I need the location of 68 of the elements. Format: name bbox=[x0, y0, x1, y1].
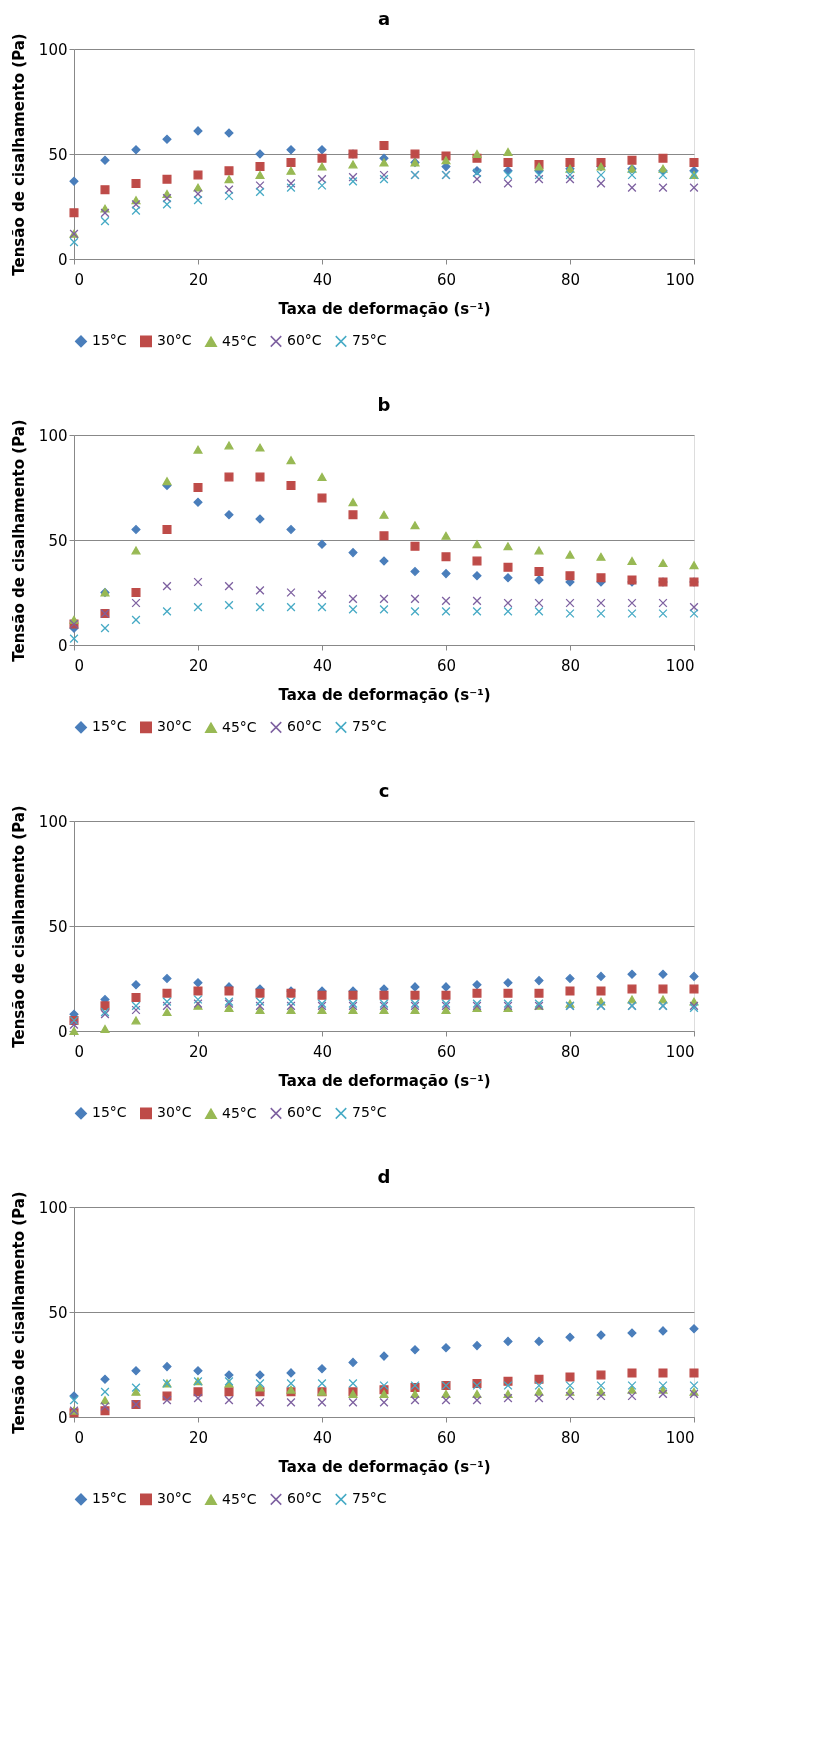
x-tick-label: 40 bbox=[312, 1042, 333, 1061]
y-tick-label: 50 bbox=[48, 531, 68, 550]
y-tick-label: 0 bbox=[57, 1408, 68, 1427]
x-tick-label: 40 bbox=[312, 656, 333, 675]
y-tick-label: 100 bbox=[38, 1198, 68, 1217]
x-tick-label: 60 bbox=[436, 1042, 457, 1061]
y-axis-title: Tensão de cisalhamento (Pa) bbox=[9, 1191, 28, 1434]
x-tick-label: 60 bbox=[436, 656, 457, 675]
legend-label: 75°C bbox=[352, 332, 387, 349]
legend-label: 30°C bbox=[157, 1104, 192, 1121]
legend-label: 75°C bbox=[352, 718, 387, 735]
legend-label: 45°C bbox=[222, 1490, 257, 1507]
legend-label: 15°C bbox=[92, 1104, 127, 1121]
y-tick-label: 50 bbox=[48, 917, 68, 936]
x-tick-label: 0 bbox=[74, 656, 85, 675]
x-tick-label: 80 bbox=[560, 656, 581, 675]
x-tick-label: 40 bbox=[312, 1428, 333, 1447]
x-tick-label: 100 bbox=[665, 1428, 695, 1447]
x-tick-label: 0 bbox=[74, 1428, 85, 1447]
legend-label: 75°C bbox=[352, 1104, 387, 1121]
x-tick-label: 40 bbox=[312, 270, 333, 289]
x-tick-label: 20 bbox=[188, 1428, 209, 1447]
legend-label: 45°C bbox=[222, 718, 257, 735]
legend-label: 60°C bbox=[287, 1104, 322, 1121]
x-tick-label: 20 bbox=[188, 1042, 209, 1061]
legend-label: 15°C bbox=[92, 1490, 127, 1507]
legend-label: 15°C bbox=[92, 332, 127, 349]
x-axis-title: Taxa de deformação (s⁻¹) bbox=[278, 299, 491, 318]
legend-label: 30°C bbox=[157, 718, 192, 735]
y-tick-label: 0 bbox=[57, 636, 68, 655]
x-axis-title: Taxa de deformação (s⁻¹) bbox=[278, 685, 491, 704]
x-axis-title: Taxa de deformação (s⁻¹) bbox=[278, 1071, 491, 1090]
x-axis-title: Taxa de deformação (s⁻¹) bbox=[278, 1457, 491, 1476]
chart-title: a bbox=[377, 7, 391, 29]
x-tick-label: 60 bbox=[436, 1428, 457, 1447]
x-tick-label: 100 bbox=[665, 270, 695, 289]
legend-label: 60°C bbox=[287, 718, 322, 735]
x-tick-label: 0 bbox=[74, 1042, 85, 1061]
y-axis-title: Tensão de cisalhamento (Pa) bbox=[9, 805, 28, 1048]
legend-label: 60°C bbox=[287, 1490, 322, 1507]
y-tick-label: 100 bbox=[38, 40, 68, 59]
y-tick-label: 0 bbox=[57, 1022, 68, 1041]
chart-title: c bbox=[378, 779, 390, 801]
legend-label: 30°C bbox=[157, 332, 192, 349]
y-axis-title: Tensão de cisalhamento (Pa) bbox=[9, 33, 28, 276]
x-tick-label: 80 bbox=[560, 270, 581, 289]
y-tick-label: 100 bbox=[38, 426, 68, 445]
x-tick-label: 80 bbox=[560, 1428, 581, 1447]
legend-label: 60°C bbox=[287, 332, 322, 349]
x-tick-label: 20 bbox=[188, 656, 209, 675]
y-tick-label: 50 bbox=[48, 145, 68, 164]
chart-title: b bbox=[377, 393, 391, 415]
legend-label: 45°C bbox=[222, 1104, 257, 1121]
chart-title: d bbox=[377, 1165, 391, 1187]
x-tick-label: 100 bbox=[665, 1042, 695, 1061]
y-tick-label: 50 bbox=[48, 1303, 68, 1322]
legend-label: 30°C bbox=[157, 1490, 192, 1507]
x-tick-label: 20 bbox=[188, 270, 209, 289]
y-tick-label: 100 bbox=[38, 812, 68, 831]
x-tick-label: 0 bbox=[74, 270, 85, 289]
x-tick-label: 80 bbox=[560, 1042, 581, 1061]
x-tick-label: 100 bbox=[665, 656, 695, 675]
legend-label: 45°C bbox=[222, 332, 257, 349]
y-tick-label: 0 bbox=[57, 250, 68, 269]
y-axis-title: Tensão de cisalhamento (Pa) bbox=[9, 419, 28, 662]
legend-label: 75°C bbox=[352, 1490, 387, 1507]
x-tick-label: 60 bbox=[436, 270, 457, 289]
legend-label: 15°C bbox=[92, 718, 127, 735]
